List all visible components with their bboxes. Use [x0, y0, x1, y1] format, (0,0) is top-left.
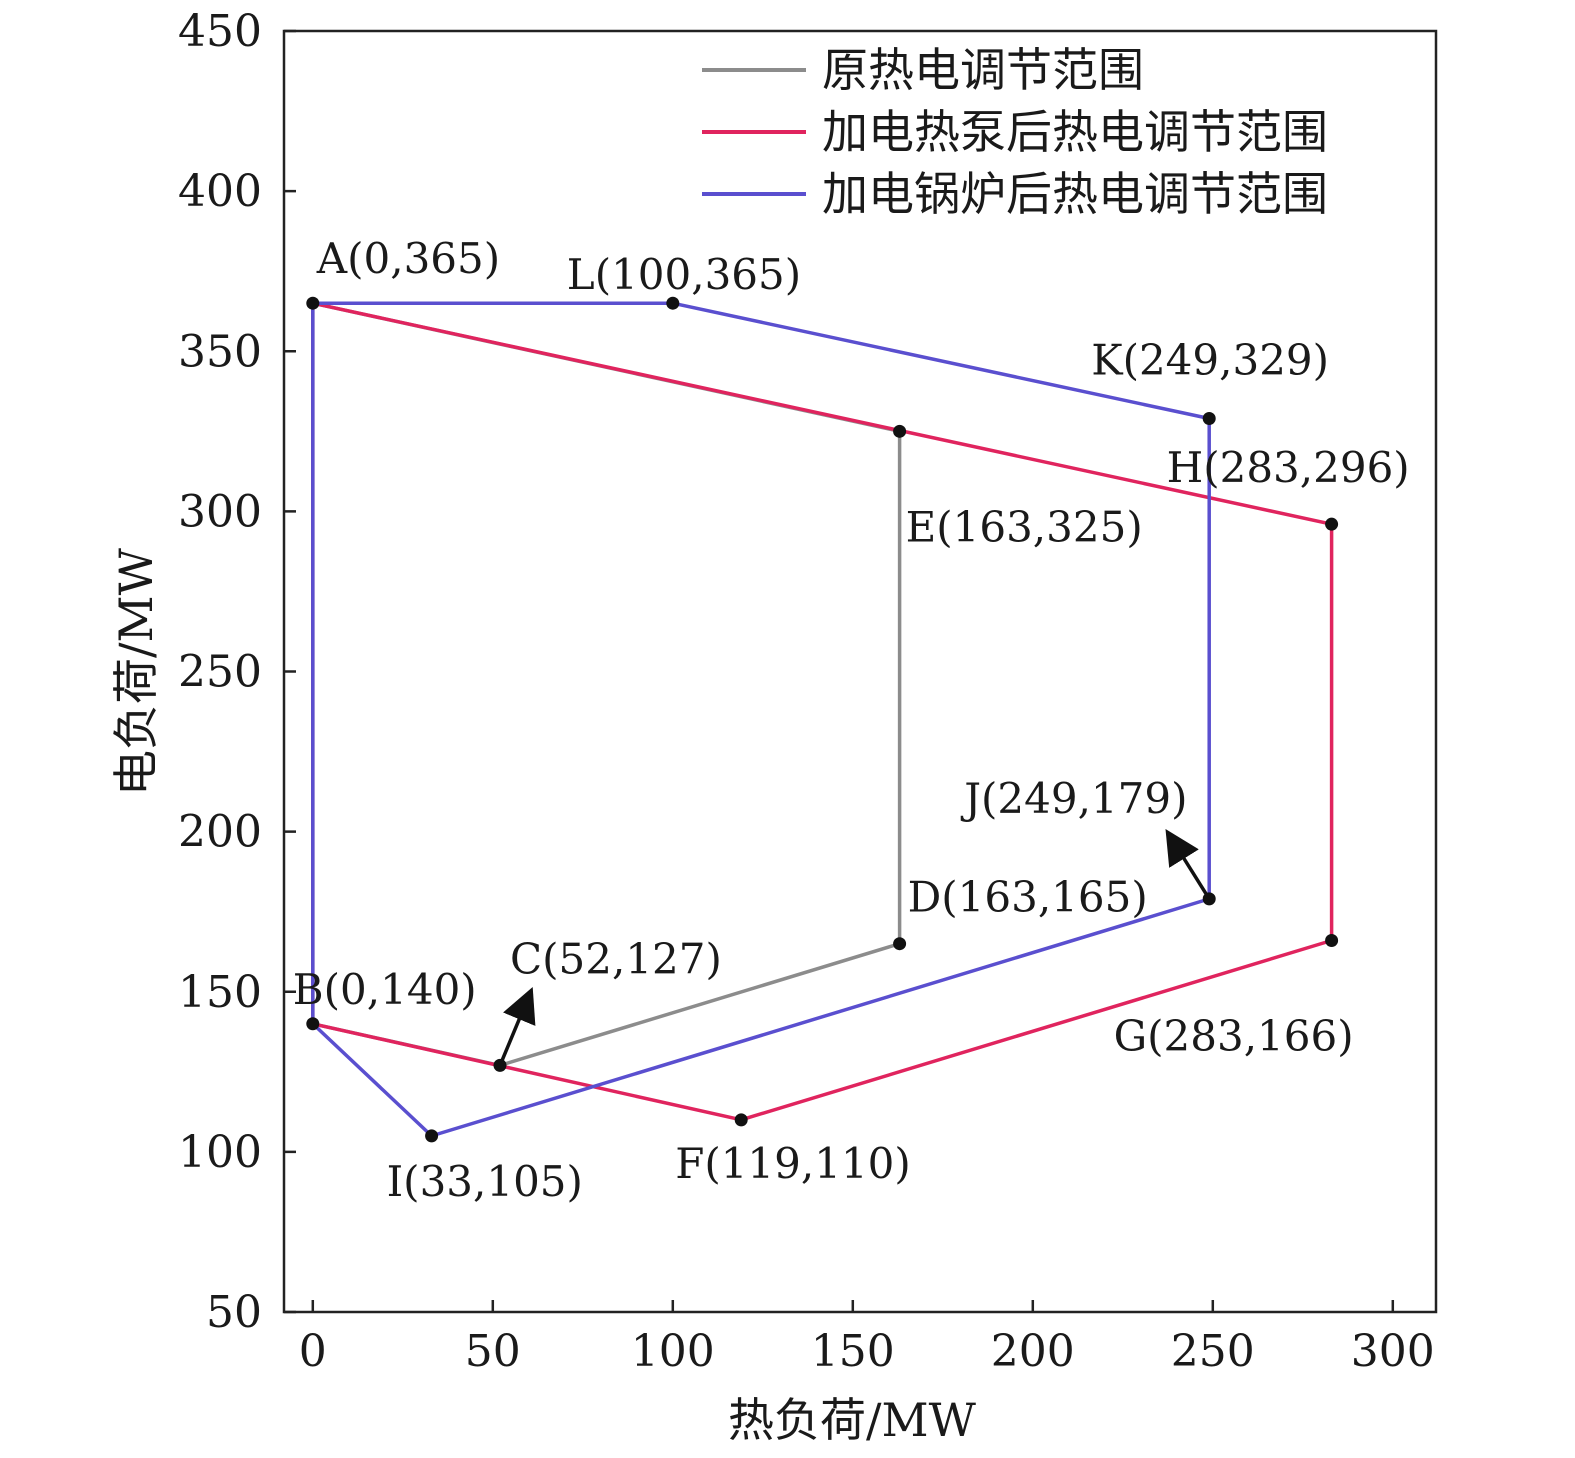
y-tick-label-350: 350	[178, 326, 262, 377]
y-tick-label-300: 300	[178, 486, 262, 537]
tick-layer: 0 50 100 150 200 250 300 50 100 150 200 250 300 350 40…	[178, 6, 1435, 1377]
arrow-to-label-J	[1165, 828, 1211, 900]
point-layer	[306, 296, 1339, 1143]
point-E	[893, 424, 907, 438]
point-label-C: C(52,127)	[510, 934, 722, 983]
point-label-H: H(283,296)	[1167, 443, 1410, 492]
legend-label-1: 原热电调节范围	[822, 43, 1144, 97]
legend-label-2: 加电热泵后热电调节范围	[822, 105, 1328, 159]
point-F	[734, 1113, 748, 1127]
point-L	[666, 296, 680, 310]
plot-frame	[282, 29, 1438, 1314]
point-label-K: K(249,329)	[1091, 336, 1329, 385]
point-C	[493, 1058, 507, 1072]
point-K	[1202, 412, 1216, 426]
y-tick-label-50: 50	[206, 1287, 262, 1338]
label-layer: A(0,365) L(100,365) K(249,329) H(283,296) E(…	[293, 234, 1410, 1206]
point-B	[306, 1017, 320, 1031]
x-tick-label-50: 50	[465, 1326, 521, 1377]
point-label-F: F(119,110)	[675, 1139, 911, 1188]
point-D	[893, 937, 907, 951]
point-label-D: D(163,165)	[908, 873, 1148, 922]
point-J	[1202, 892, 1216, 906]
x-tick-label-200: 200	[991, 1326, 1075, 1377]
point-label-A: A(0,365)	[316, 234, 500, 283]
x-tick-label-300: 300	[1351, 1326, 1435, 1377]
x-tick-label-100: 100	[631, 1326, 715, 1377]
point-H	[1325, 517, 1339, 531]
y-tick-label-150: 150	[178, 967, 262, 1018]
point-I	[425, 1129, 439, 1143]
point-label-B: B(0,140)	[293, 965, 477, 1014]
y-tick-label-200: 200	[178, 807, 262, 858]
arrow-to-label-C	[498, 986, 536, 1067]
y-tick-label-250: 250	[178, 647, 262, 698]
point-label-G: G(283,166)	[1114, 1012, 1354, 1061]
point-G	[1325, 934, 1339, 948]
y-axis-title: 电负荷/MW	[109, 547, 163, 796]
point-label-E: E(163,325)	[906, 502, 1143, 551]
x-tick-label-150: 150	[811, 1326, 895, 1377]
point-label-I: I(33,105)	[387, 1157, 583, 1206]
arrow-layer	[498, 828, 1211, 1067]
point-label-J: J(249,179)	[960, 774, 1187, 823]
x-axis-title: 热负荷/MW	[728, 1393, 977, 1447]
y-tick-label-400: 400	[178, 166, 262, 217]
x-tick-label-250: 250	[1171, 1326, 1255, 1377]
x-tick-label-0: 0	[299, 1326, 327, 1377]
legend-label-3: 加电锅炉后热电调节范围	[822, 167, 1328, 221]
y-tick-label-100: 100	[178, 1127, 262, 1178]
y-tick-label-450: 450	[178, 6, 262, 57]
point-label-L: L(100,365)	[567, 250, 801, 299]
point-A	[306, 296, 320, 310]
